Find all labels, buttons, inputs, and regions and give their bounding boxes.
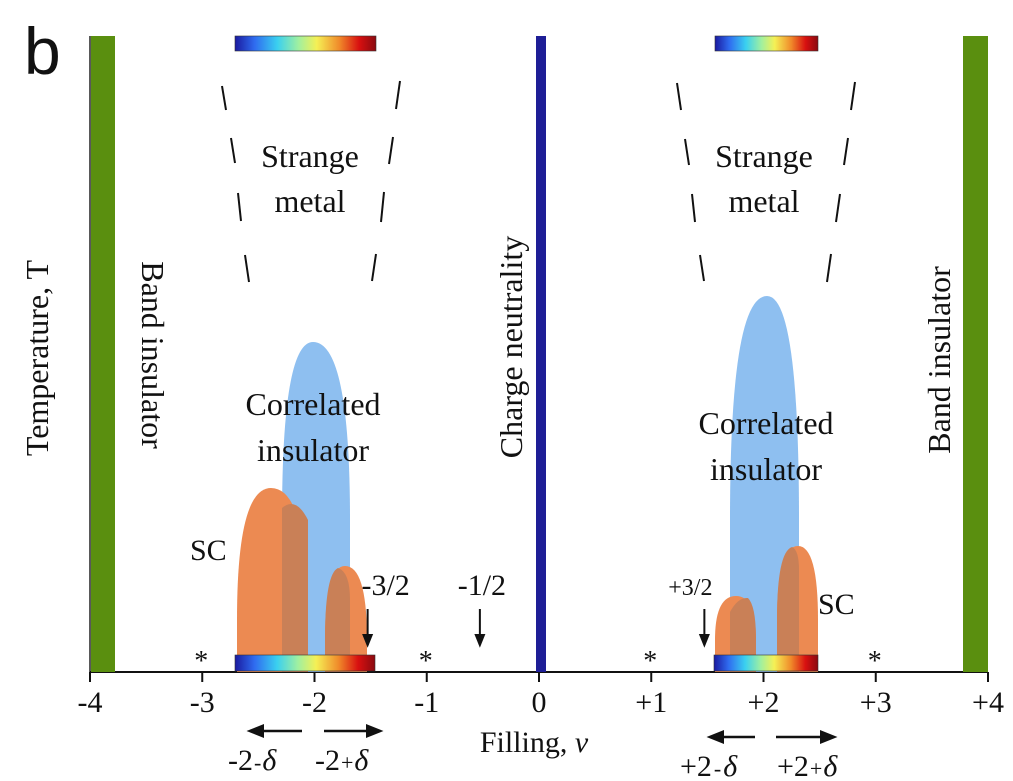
strange-metal-label-left-line2: metal <box>274 183 345 219</box>
x-tick-label: +1 <box>635 686 667 719</box>
charge-neutrality-label: Charge neutrality <box>493 236 529 458</box>
doping-label-left-minus-base: -2 <box>228 744 253 777</box>
strange-metal-boundary-left <box>222 81 400 282</box>
doping-label-left-plus-sign: + <box>341 750 353 775</box>
doping-label-left-plus-delta: δ <box>354 744 369 777</box>
x-axis-ticks: -4 -3 -2 -1 0 +1 +2 +3 +4 <box>78 672 1004 719</box>
x-tick-label: +4 <box>972 686 1004 719</box>
x-tick-label: +3 <box>860 686 892 719</box>
x-tick-label: -1 <box>414 686 439 719</box>
band-insulator-right-bar <box>963 36 988 672</box>
doping-label-right-plus-base: +2 <box>777 750 809 781</box>
colorbar-top-left <box>235 36 376 51</box>
doping-label-right-plus-sign: + <box>810 756 822 781</box>
x-axis-label-text: Filling, <box>480 726 575 759</box>
doping-label-right-plus: +2+δ <box>777 750 838 781</box>
band-insulator-label-left: Band insulator <box>135 261 171 449</box>
doping-label-left-plus-base: -2 <box>315 744 340 777</box>
x-tick-label: -3 <box>190 686 215 719</box>
doping-label-left-minus-sign: - <box>254 750 261 775</box>
y-axis-label: Temperature, T <box>19 259 55 456</box>
doping-label-left-minus: -2-δ <box>228 744 277 777</box>
panel-label: b <box>24 14 61 88</box>
correlated-insulator-label-left-line2: insulator <box>257 432 369 468</box>
doping-label-right-minus-sign: - <box>714 756 721 781</box>
colorbar-bottom-right <box>714 655 818 671</box>
charge-neutrality-bar <box>536 36 546 672</box>
sc-label-left: SC <box>190 534 227 567</box>
x-tick-label: -2 <box>302 686 327 719</box>
strange-metal-label-left-line1: Strange <box>261 138 359 174</box>
strange-metal-boundary-right <box>677 82 855 282</box>
sc-label-right: SC <box>818 588 855 621</box>
doping-label-right-minus-delta: δ <box>723 750 738 781</box>
correlated-insulator-label-right-line1: Correlated <box>698 405 833 441</box>
doping-label-right-minus: +2-δ <box>680 750 738 781</box>
correlated-insulator-label-left-line1: Correlated <box>245 386 380 422</box>
strange-metal-label-right-line1: Strange <box>715 138 813 174</box>
strange-metal-label-right-line2: metal <box>728 183 799 219</box>
correlated-insulator-label-right-line2: insulator <box>710 451 822 487</box>
filling-label-minus-three-halves: -3/2 <box>361 569 409 602</box>
colorbar-bottom-left <box>235 655 375 671</box>
doping-label-right-plus-delta: δ <box>823 750 838 781</box>
x-tick-label: +2 <box>748 686 780 719</box>
sc-overlap-left-large <box>282 504 308 672</box>
band-insulator-label-right: Band insulator <box>921 266 957 454</box>
x-tick-label: 0 <box>532 686 547 719</box>
colorbar-top-right <box>715 36 818 51</box>
x-axis-label-symbol: ν <box>575 726 589 759</box>
doping-label-right-minus-base: +2 <box>680 750 712 781</box>
x-tick-label: -4 <box>78 686 103 719</box>
band-insulator-left-bar <box>91 36 115 672</box>
doping-label-left-plus: -2+δ <box>315 744 369 777</box>
doping-label-left-minus-delta: δ <box>262 744 277 777</box>
filling-label-minus-one-half: -1/2 <box>458 569 506 602</box>
filling-label-plus-three-halves: +3/2 <box>668 575 712 601</box>
x-axis-label: Filling, ν <box>480 726 589 759</box>
